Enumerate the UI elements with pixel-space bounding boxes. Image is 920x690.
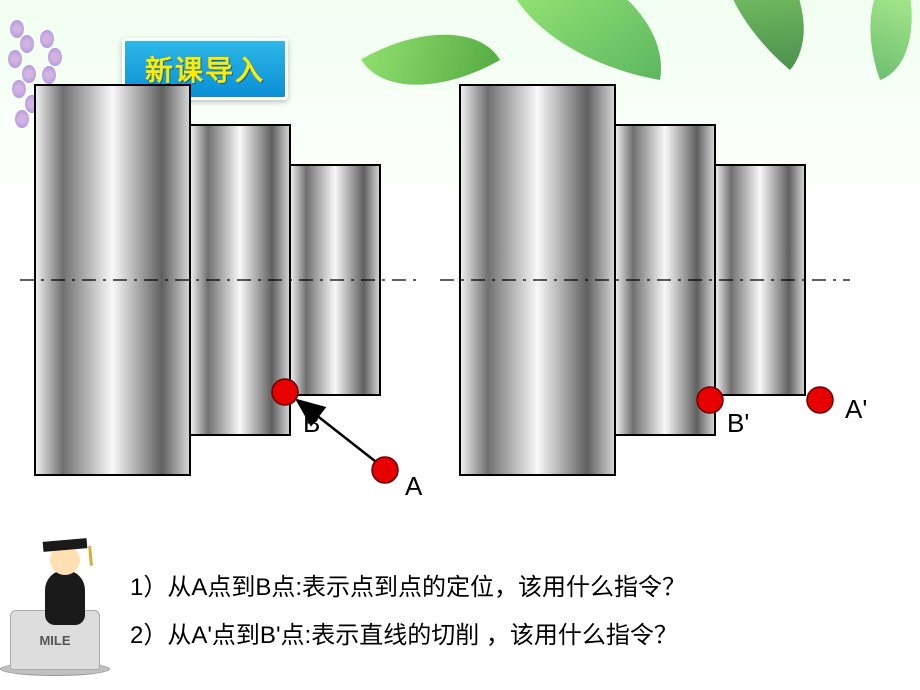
question-2: 2）从A'点到B'点:表示直线的切削 ，该用什么指令？ [130,612,686,660]
leaf-decor [846,0,920,80]
questions-block: 1）从A点到B点:表示点到点的定位，该用什么指令？ 2）从A'点到B'点:表示直… [130,564,686,660]
mascot: MILE [0,490,130,670]
left-shaft: B A [20,85,423,500]
label-a: A [405,471,423,500]
point-b-prime [697,387,723,413]
label-b-prime: B' [727,408,749,438]
leaf-decor [483,0,679,80]
leaf-decor [675,0,848,70]
label-b: B [303,408,320,438]
right-shaft: B' A' [440,85,867,475]
shaft-diagram: B A B' A' [20,80,900,500]
point-a [372,457,398,483]
point-b [272,379,298,405]
milestone-text: MILE [39,633,70,648]
point-a-prime [807,387,833,413]
label-a-prime: A' [845,394,867,424]
question-1: 1）从A点到B点:表示点到点的定位，该用什么指令？ [130,564,686,612]
